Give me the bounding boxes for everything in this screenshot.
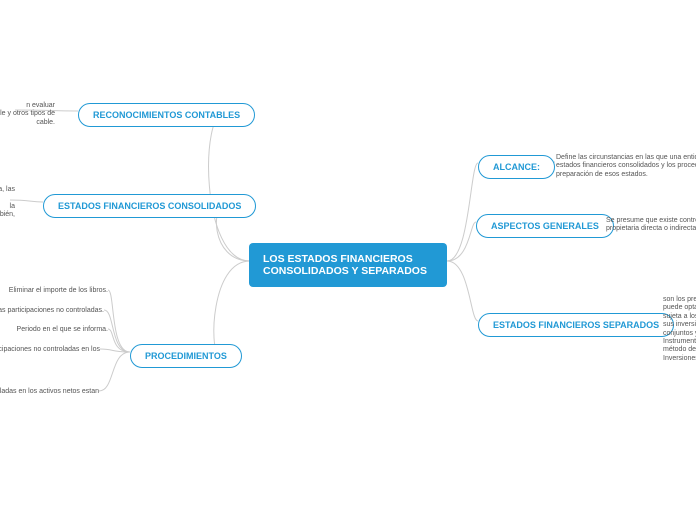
leaf-alcance: Define las circunstancias en las que una…: [556, 154, 696, 179]
label: ESTADOS FINANCIEROS SEPARADOS: [493, 320, 659, 330]
center-node[interactable]: LOS ESTADOS FINANCIEROS CONSOLIDADOS Y S…: [249, 243, 447, 287]
center-line2: CONSOLIDADOS Y SEPARADOS: [263, 265, 433, 277]
node-alcance[interactable]: ALCANCE:: [478, 155, 555, 179]
leaf-consolidados: ta, las la bién,: [0, 186, 15, 220]
node-aspectos[interactable]: ASPECTOS GENERALES: [476, 214, 614, 238]
node-reconocimientos[interactable]: RECONOCIMIENTOS CONTABLES: [78, 103, 255, 127]
node-separados[interactable]: ESTADOS FINANCIEROS SEPARADOS: [478, 313, 674, 337]
leaf-proc4: participaciones no controladas en los: [0, 346, 100, 354]
label: ASPECTOS GENERALES: [491, 221, 599, 231]
center-line1: LOS ESTADOS FINANCIEROS: [263, 253, 433, 265]
leaf-proc5: ontroladas en los activos netos estan: [0, 388, 99, 396]
label: RECONOCIMIENTOS CONTABLES: [93, 110, 240, 120]
label: PROCEDIMIENTOS: [145, 351, 227, 361]
leaf-proc3: Periodo en el que se informa.: [0, 326, 108, 334]
leaf-separados: son los pres puede optar, sujeta a los s…: [663, 296, 696, 363]
leaf-aspectos: Se presume que existe control cu propiet…: [606, 217, 696, 234]
node-consolidados[interactable]: ESTADOS FINANCIEROS CONSOLIDADOS: [43, 194, 256, 218]
label: ALCANCE:: [493, 162, 540, 172]
label: ESTADOS FINANCIEROS CONSOLIDADOS: [58, 201, 241, 211]
leaf-proc1: Eliminar el importe de los libros.: [0, 287, 108, 295]
leaf-proc2: ara las participaciones no controladas.: [0, 307, 104, 315]
node-procedimientos[interactable]: PROCEDIMIENTOS: [130, 344, 242, 368]
leaf-reconocimientos: n evaluar ole y otros tipos de cable.: [0, 102, 55, 127]
